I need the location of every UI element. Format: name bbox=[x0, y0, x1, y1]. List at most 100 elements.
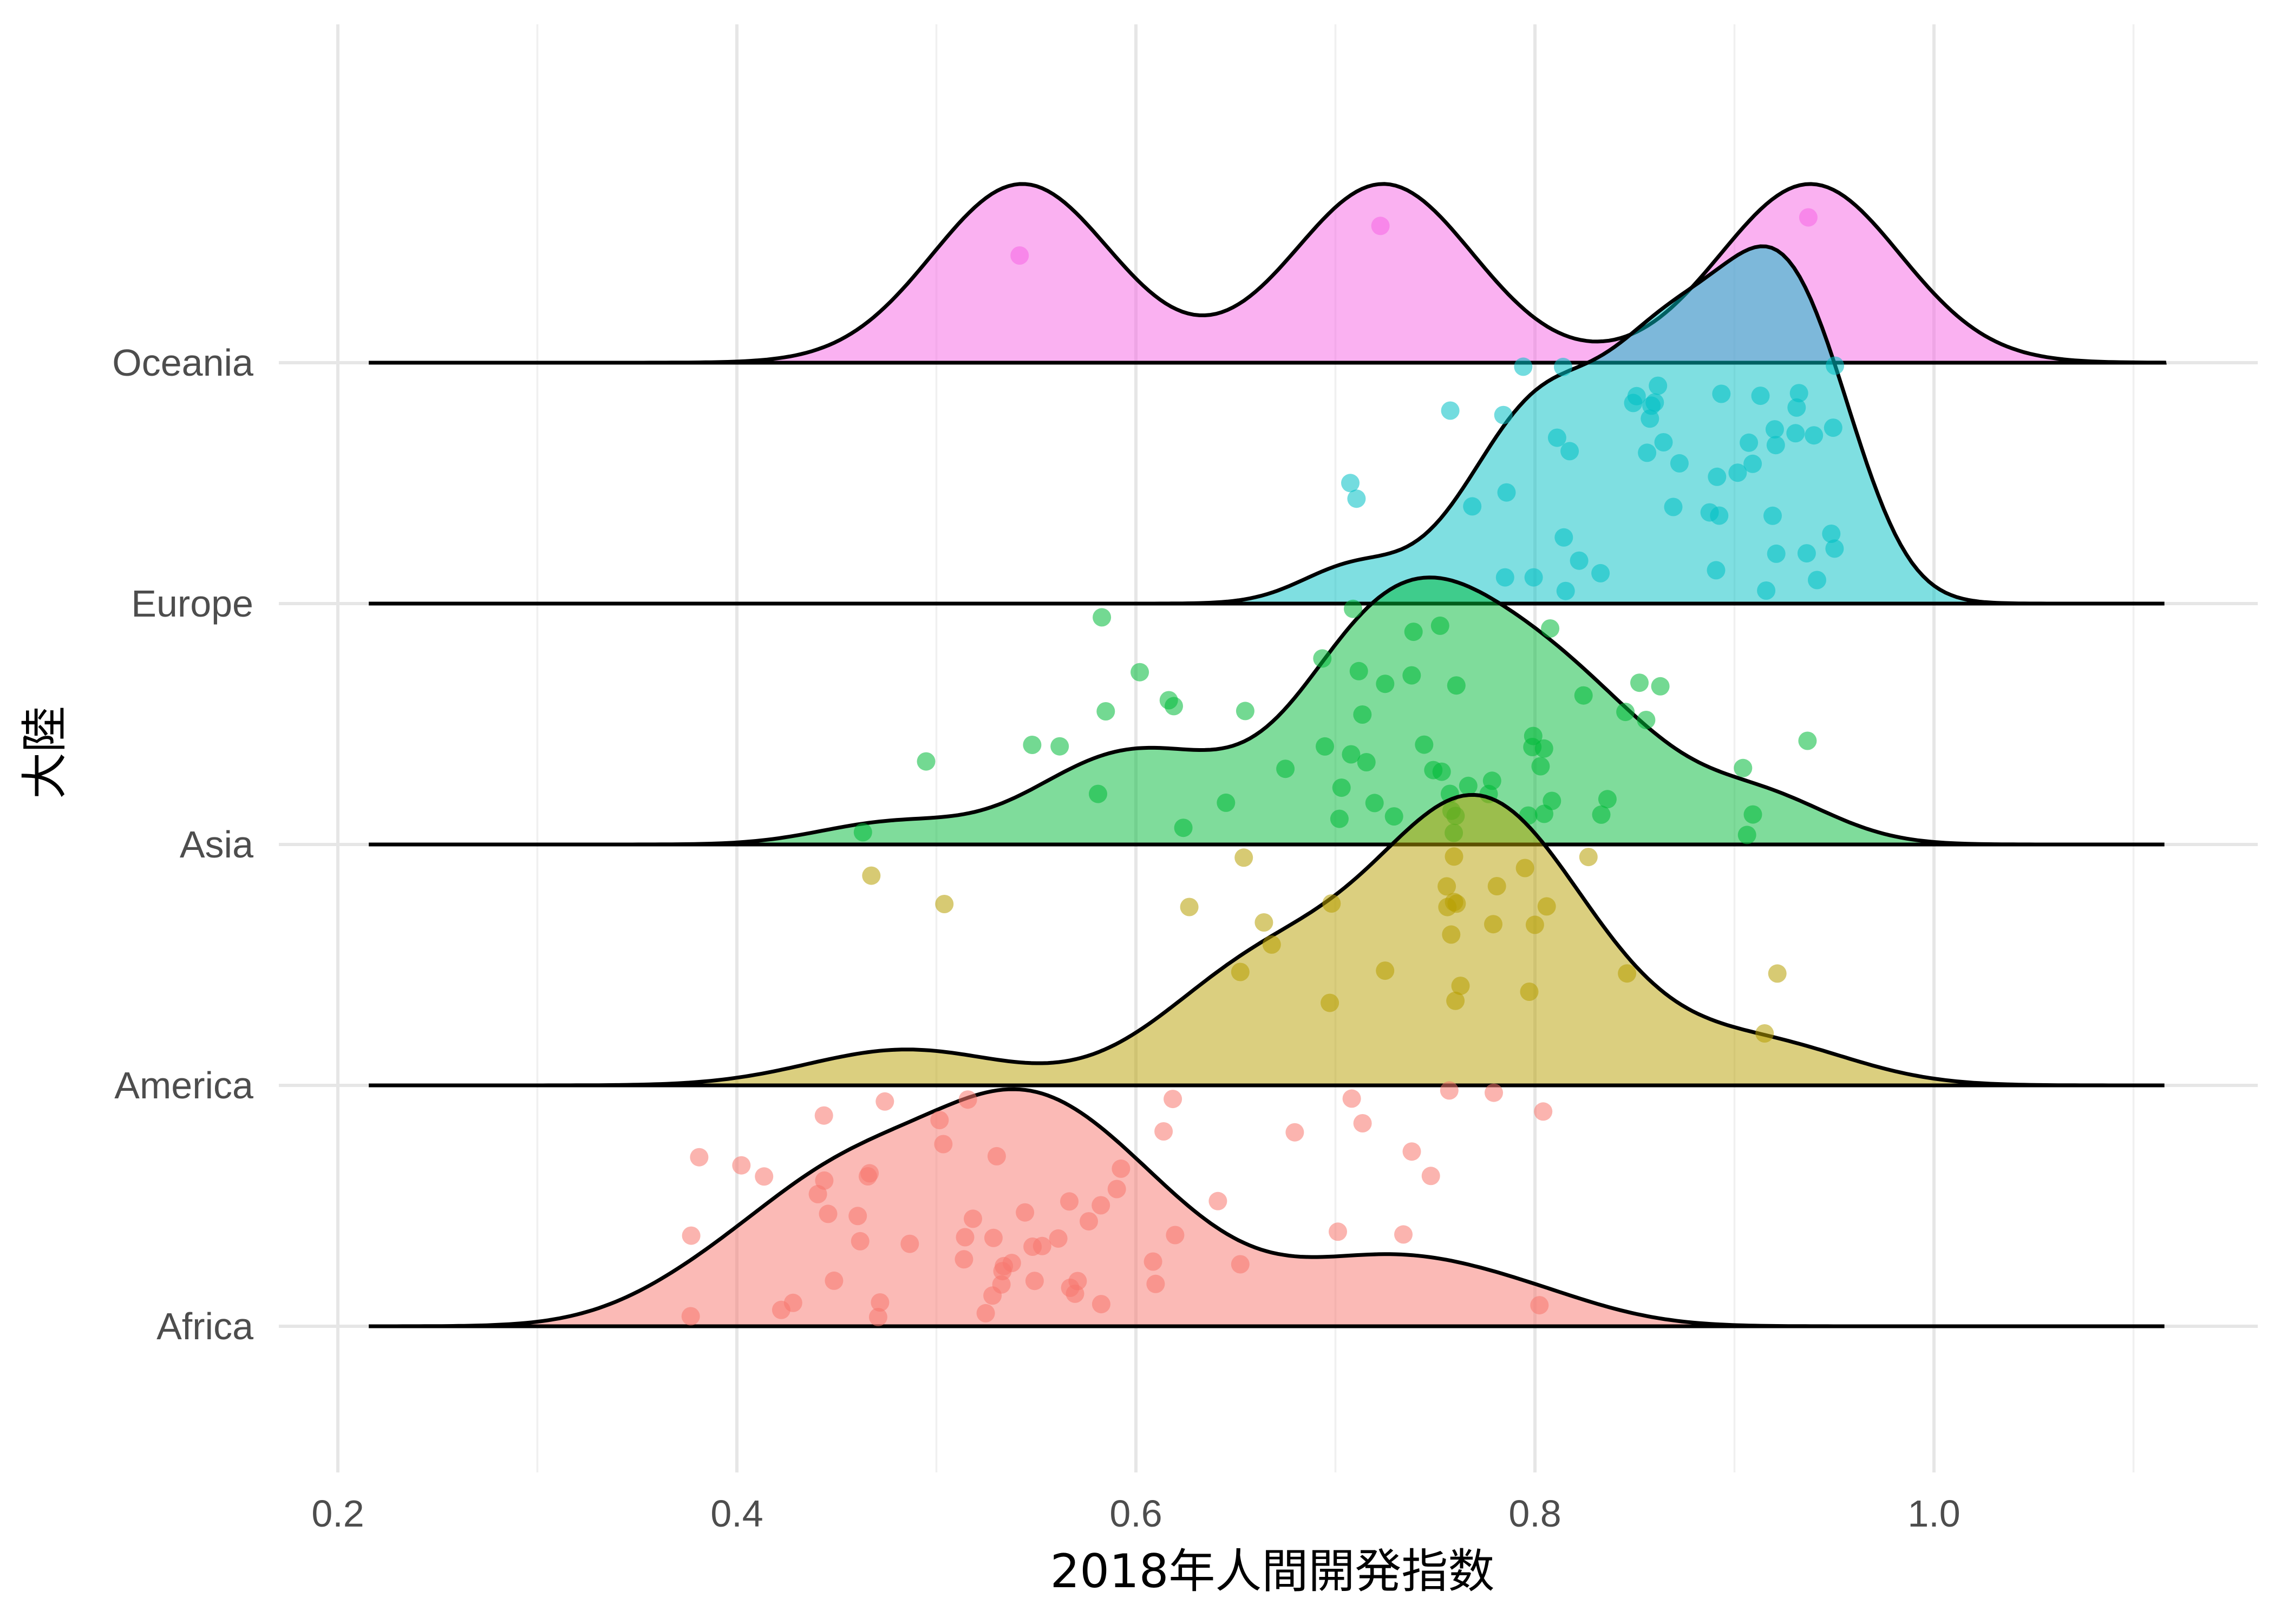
data-point bbox=[1740, 433, 1759, 452]
data-point bbox=[682, 1226, 701, 1245]
data-point bbox=[862, 866, 881, 885]
data-point bbox=[772, 1300, 790, 1319]
data-point bbox=[993, 1262, 1012, 1281]
data-point bbox=[690, 1148, 709, 1167]
data-point bbox=[1025, 1272, 1044, 1291]
data-point bbox=[1430, 616, 1449, 635]
data-point bbox=[1514, 357, 1533, 376]
data-point bbox=[1089, 784, 1107, 803]
data-point bbox=[1442, 925, 1461, 944]
data-point bbox=[1092, 1295, 1110, 1314]
ridge-europe bbox=[369, 244, 2165, 606]
data-point bbox=[1049, 1229, 1068, 1248]
data-point bbox=[1262, 935, 1281, 954]
data-point bbox=[1421, 1167, 1440, 1186]
data-point bbox=[1485, 1083, 1503, 1102]
data-point bbox=[1404, 623, 1423, 641]
y-tick-label: Asia bbox=[180, 823, 253, 866]
data-point bbox=[1451, 977, 1470, 996]
data-point bbox=[1060, 1192, 1079, 1211]
data-point bbox=[1332, 778, 1351, 797]
data-point bbox=[1515, 859, 1534, 878]
data-point bbox=[1537, 897, 1556, 916]
data-point bbox=[1645, 393, 1664, 412]
data-point bbox=[1329, 1222, 1347, 1241]
data-point bbox=[1096, 702, 1115, 721]
data-point bbox=[1734, 758, 1753, 777]
data-point bbox=[1376, 961, 1395, 980]
data-point bbox=[1808, 571, 1826, 590]
data-point bbox=[1757, 581, 1776, 600]
data-point bbox=[955, 1250, 973, 1269]
data-point bbox=[1765, 420, 1784, 439]
data-point bbox=[1737, 826, 1756, 844]
data-point bbox=[825, 1271, 844, 1290]
data-point bbox=[1627, 387, 1646, 405]
data-point bbox=[1579, 848, 1598, 867]
data-point bbox=[1560, 442, 1579, 461]
data-point bbox=[917, 752, 936, 771]
data-point bbox=[1484, 915, 1502, 934]
data-point bbox=[814, 1106, 833, 1125]
data-point bbox=[1437, 877, 1456, 896]
data-point bbox=[984, 1228, 1003, 1247]
data-point bbox=[1670, 454, 1689, 473]
data-point bbox=[1234, 848, 1253, 867]
data-point bbox=[1112, 1159, 1131, 1178]
density-area-asia bbox=[369, 575, 2165, 847]
x-tick-label: 0.2 bbox=[311, 1492, 364, 1535]
data-point bbox=[1530, 1296, 1549, 1315]
data-point bbox=[1495, 568, 1514, 587]
data-point bbox=[1349, 662, 1368, 680]
data-point bbox=[1146, 1274, 1165, 1293]
data-point bbox=[964, 1209, 982, 1228]
y-tick-label: America bbox=[114, 1064, 253, 1106]
data-point bbox=[1231, 1255, 1250, 1274]
data-point bbox=[1061, 1278, 1080, 1297]
data-point bbox=[1010, 246, 1029, 265]
data-point bbox=[1445, 847, 1463, 866]
data-point bbox=[1707, 561, 1726, 580]
data-point bbox=[1459, 776, 1478, 795]
data-point bbox=[1789, 384, 1808, 403]
data-point bbox=[1570, 551, 1589, 570]
data-point bbox=[868, 1308, 887, 1326]
data-point bbox=[1180, 898, 1199, 916]
data-point bbox=[1285, 1123, 1304, 1142]
data-point bbox=[1712, 384, 1731, 403]
data-point bbox=[1023, 1237, 1042, 1256]
data-point bbox=[1208, 1191, 1227, 1210]
data-point bbox=[1254, 913, 1273, 932]
data-point bbox=[1174, 818, 1193, 837]
data-point bbox=[1342, 1089, 1361, 1108]
data-point bbox=[1447, 676, 1466, 695]
density-area-oceania bbox=[369, 182, 2167, 365]
data-point bbox=[853, 823, 872, 842]
data-point bbox=[1664, 497, 1683, 516]
data-point bbox=[1554, 357, 1572, 376]
data-point bbox=[1751, 387, 1770, 405]
data-point bbox=[1353, 705, 1372, 724]
data-point bbox=[875, 1092, 894, 1111]
x-tick-label: 1.0 bbox=[1907, 1492, 1960, 1535]
data-point bbox=[1535, 804, 1553, 823]
x-axis-title: 2018年人間開発指数 bbox=[1050, 1544, 1495, 1599]
data-point bbox=[681, 1307, 700, 1326]
data-point bbox=[930, 1111, 949, 1130]
data-point bbox=[1463, 497, 1482, 516]
data-point bbox=[860, 1164, 879, 1183]
ridge-america bbox=[369, 793, 2165, 1088]
y-tick-labels: Oceania Europe Asia America Africa bbox=[112, 342, 253, 1347]
data-point bbox=[1321, 993, 1339, 1012]
data-point bbox=[1445, 893, 1463, 912]
data-point bbox=[992, 1275, 1011, 1294]
data-point bbox=[1743, 805, 1762, 824]
data-point bbox=[848, 1207, 867, 1226]
data-point bbox=[1402, 666, 1421, 685]
data-point bbox=[1016, 1203, 1035, 1222]
data-point bbox=[1728, 463, 1747, 482]
data-point bbox=[1763, 506, 1782, 525]
data-point bbox=[1547, 428, 1566, 447]
data-point bbox=[1531, 757, 1550, 776]
